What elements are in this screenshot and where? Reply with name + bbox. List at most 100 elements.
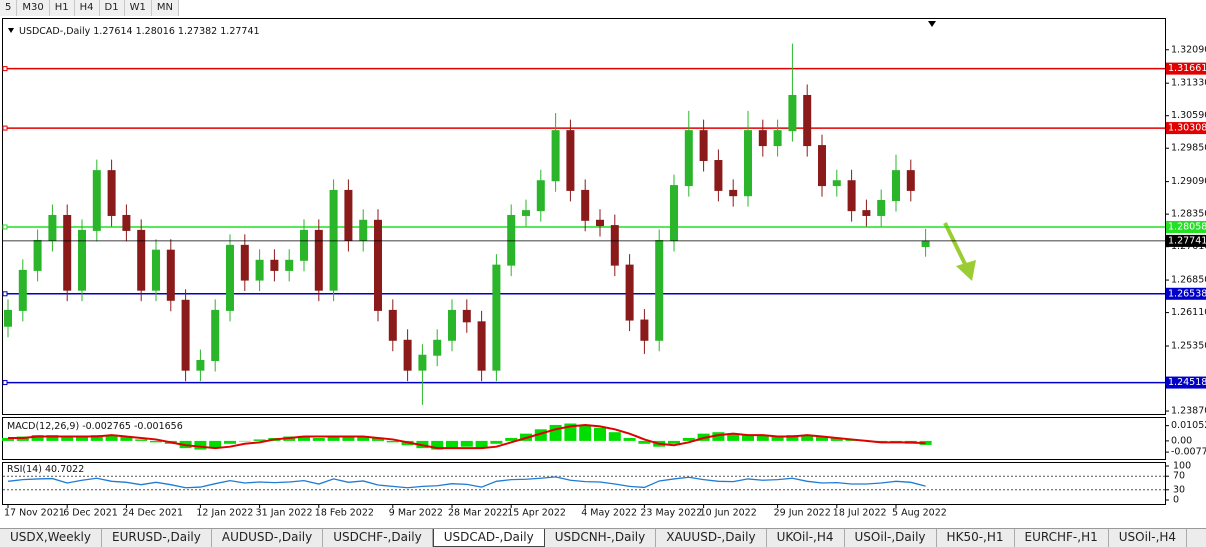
candle-body (892, 170, 900, 202)
level-handle (2, 224, 8, 230)
macd-bar (238, 440, 251, 442)
macd-bar (253, 439, 266, 441)
x-tick-label: 10 Jun 2022 (700, 508, 757, 519)
rsi-frame (2, 462, 1166, 505)
candle-body (610, 225, 619, 266)
chart-tab[interactable]: EURUSD-,Daily (102, 529, 212, 547)
candle-body (270, 259, 279, 271)
y-tick-label: 0.00 (1171, 435, 1192, 446)
candle-body (492, 264, 501, 371)
chart-tab[interactable]: USDCNH-,Daily (545, 529, 657, 547)
chart-tab[interactable]: USDCAD-,Daily (432, 529, 545, 547)
macd-bar (298, 436, 310, 441)
timeframe-button[interactable]: H1 (50, 0, 75, 16)
candle-body (181, 299, 190, 371)
candle-body (329, 189, 338, 291)
x-tick-label: 23 May 2022 (640, 508, 702, 519)
macd-bar (312, 437, 325, 441)
candle-body (699, 130, 708, 162)
macd-bar (150, 440, 162, 443)
candle-body (832, 180, 841, 187)
candle-body (240, 244, 249, 281)
candle-body (758, 130, 767, 147)
candle-body (551, 130, 560, 182)
candle-body (388, 309, 397, 341)
chart-header: USDCAD-,Daily 1.27614 1.28016 1.27382 1.… (19, 26, 260, 37)
timeframe-button[interactable]: MN (152, 0, 179, 16)
level-handle (2, 66, 8, 72)
chart-tabs: USDX,Weekly EURUSD-,Daily AUDUSD-,Daily USD… (0, 528, 1206, 547)
candle-body (359, 219, 368, 242)
timeframe-button[interactable]: D1 (100, 0, 125, 16)
x-tick-label: 31 Jan 2022 (256, 508, 313, 519)
candle-body (877, 200, 886, 216)
macd-bar (446, 440, 458, 449)
chart-tab[interactable]: XAUUSD-,Daily (656, 529, 767, 547)
candle-body (670, 185, 678, 242)
candle-body (78, 229, 86, 291)
macd-bar (668, 440, 680, 444)
chart-tab[interactable]: USOil-,H4 (1109, 529, 1188, 547)
y-tick-label: 1.23870 (1171, 406, 1206, 417)
chart-tab[interactable]: HK50-,H1 (937, 529, 1015, 547)
macd-bar (579, 424, 592, 441)
macd-signal (8, 423, 926, 450)
candle-body (625, 264, 634, 321)
x-tick-label: 18 Jul 2022 (833, 508, 887, 519)
chart-tab[interactable]: EURCHF-,H1 (1015, 529, 1109, 547)
macd-bar (61, 436, 74, 441)
macd-value: -0.002765 (82, 421, 131, 432)
macd-bar (135, 439, 148, 441)
candle-body (137, 229, 146, 291)
y-tick-label: 30 (1173, 484, 1185, 495)
chart-tab[interactable]: AUDUSD-,Daily (212, 529, 324, 547)
y-tick-label: 1.26110 (1171, 307, 1206, 318)
candle-body (448, 309, 456, 341)
candle-body (522, 210, 530, 216)
timeframe-button[interactable]: M30 (17, 0, 50, 16)
candle-body (4, 309, 12, 327)
candle-body (477, 321, 486, 371)
candle-body (847, 180, 856, 212)
macd-bar (608, 432, 621, 441)
symbol: USDCAD-,Daily (19, 26, 91, 37)
macd-bar (120, 436, 133, 441)
x-tick-label: 6 Dec 2021 (63, 508, 118, 519)
macd-bar (460, 440, 473, 447)
candle-body (255, 259, 264, 281)
macd-bar (623, 437, 636, 441)
macd-bar (209, 440, 222, 449)
timeframe-button[interactable]: W1 (125, 0, 152, 16)
y-tick-label: 1.31330 (1171, 78, 1206, 89)
macd-bar (816, 436, 828, 441)
macd-bar (46, 435, 59, 441)
candle-body (166, 249, 175, 301)
chart-tab[interactable]: USDCHF-,Daily (323, 529, 433, 547)
chart-tab[interactable]: USDX,Weekly (0, 529, 102, 547)
candle-body (788, 94, 797, 132)
macd-bar (638, 440, 651, 444)
candle-body (655, 240, 664, 341)
macd-bar (490, 440, 503, 444)
macd-bar (194, 440, 207, 450)
macd-bar (786, 435, 799, 441)
macd-bar (2, 437, 14, 441)
timeframe-button[interactable]: 5 (0, 0, 18, 16)
macd-bar (31, 435, 44, 441)
symbol-marker (8, 28, 14, 33)
candle-body (92, 170, 101, 231)
x-tick-label: 24 Dec 2021 (122, 508, 183, 519)
chart-window: USDCAD-,Daily 1.27614 1.28016 1.27382 1.… (2, 18, 1206, 519)
macd-signal-value: -0.001656 (134, 421, 183, 432)
candle-body (403, 339, 412, 371)
x-tick-label: 18 Feb 2022 (315, 508, 374, 519)
ohlc-close: 1.27741 (220, 26, 259, 37)
chart-tab[interactable]: UKOil-,H4 (767, 529, 845, 547)
timeframe-button[interactable]: H4 (75, 0, 100, 16)
macd-bar (801, 435, 814, 441)
chart-tab[interactable]: USOil-,Daily (845, 529, 937, 547)
candle-body (803, 94, 812, 147)
level-label: 1.26538 (1168, 288, 1206, 299)
macd-bar (594, 427, 606, 441)
